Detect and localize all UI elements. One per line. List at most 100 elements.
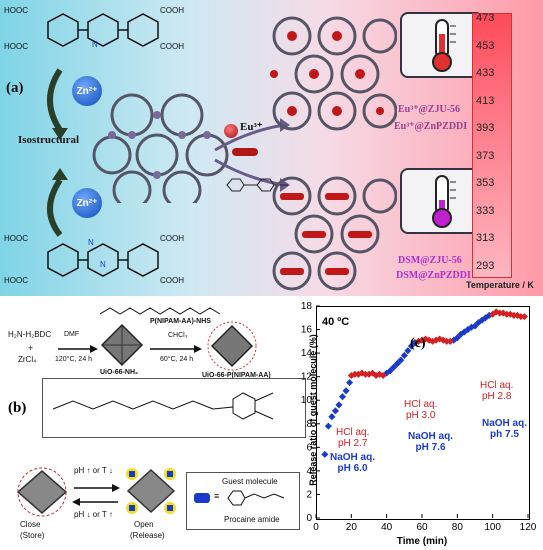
ligand-bottom-hooc-1: HOOC bbox=[4, 234, 28, 243]
x-tick-label: 80 bbox=[452, 522, 464, 533]
y-tick-label: 18 bbox=[301, 301, 313, 312]
mof-open-crystal bbox=[126, 468, 176, 514]
annotation-hcl-1-line2: pH 2.7 bbox=[337, 438, 368, 449]
open-sub-label: (Release) bbox=[130, 531, 165, 540]
x-tick-label: 0 bbox=[313, 522, 319, 533]
zn-ion-bottom-label: Zn²⁺ bbox=[76, 197, 98, 209]
annotation-hcl-3: HCl aq. pH 2.8 bbox=[480, 380, 513, 402]
dsm-molecule-icon bbox=[226, 178, 288, 192]
annotation-hcl-3-line1: HCl aq. bbox=[480, 380, 514, 391]
data-point-series-0 bbox=[346, 379, 354, 387]
ligand-top-cooh-2: COOH bbox=[160, 42, 184, 51]
zn-ion-bottom: Zn²⁺ bbox=[72, 188, 102, 218]
ligand-bottom-hooc-2: HOOC bbox=[4, 276, 28, 285]
ligand-bottom-n-1: N bbox=[88, 238, 94, 247]
annotation-hcl-3-line2: pH 2.8 bbox=[481, 391, 512, 402]
temperature-tick-313: 313 bbox=[476, 232, 495, 245]
temperature-tick-353: 353 bbox=[476, 177, 495, 190]
reagent-1: H₂N-H₂BDC bbox=[8, 330, 52, 339]
reaction-arrow-2 bbox=[150, 345, 202, 353]
temperature-axis-label: Temperature / K bbox=[466, 280, 534, 290]
switch-arrows bbox=[72, 484, 120, 506]
ligand-bottom-cooh-2: COOH bbox=[160, 276, 184, 285]
data-point-series-1 bbox=[446, 337, 454, 345]
x-tick-label: 100 bbox=[484, 522, 501, 533]
x-tick-label: 60 bbox=[416, 522, 428, 533]
annotation-hcl-1: HCl aq. pH 2.7 bbox=[336, 427, 369, 449]
annotation-hcl-2-line1: HCl aq. bbox=[404, 399, 438, 410]
panel-b-label: (b) bbox=[8, 400, 27, 416]
temperature-tick-413: 413 bbox=[476, 94, 495, 107]
ligand-bottom-n-2: N bbox=[100, 260, 106, 269]
plot-frame bbox=[316, 306, 530, 520]
temperature-tick-293: 293 bbox=[476, 260, 495, 272]
data-point-series-0 bbox=[321, 450, 329, 458]
panel-c-label: (c) bbox=[410, 336, 426, 351]
data-point-series-1 bbox=[520, 313, 529, 321]
data-point-series-0 bbox=[404, 347, 412, 355]
step1-solvent: DMF bbox=[64, 331, 80, 338]
top-ligand-structure bbox=[47, 13, 159, 47]
panel-a-label: (a) bbox=[6, 80, 24, 96]
temperature-tick-373: 373 bbox=[476, 149, 495, 162]
data-point-series-1 bbox=[379, 371, 387, 380]
switch-forward-condition: pH ↑ or T ↓ bbox=[74, 466, 113, 475]
annotation-naoh-2-line1: NaOH aq. bbox=[408, 431, 454, 442]
y-tick-label: 0 bbox=[306, 513, 312, 524]
annotation-hcl-2: HCl aq. pH 3.0 bbox=[404, 399, 437, 421]
legend-drug-label: Procaine amide bbox=[224, 515, 280, 524]
annotation-hcl-1-line1: HCl aq. bbox=[336, 427, 370, 438]
x-tick-label: 40 bbox=[381, 522, 393, 533]
data-point-series-0 bbox=[400, 351, 408, 360]
x-axis-label: Time (min) bbox=[396, 536, 448, 547]
isostructural-label: Isostructural bbox=[18, 134, 80, 146]
data-point-series-0 bbox=[338, 393, 347, 401]
step1-conditions: 120°C, 24 h bbox=[55, 356, 93, 363]
polymer-structure-detail bbox=[52, 392, 274, 420]
data-point-series-0 bbox=[331, 407, 339, 415]
y-tick-label: 14 bbox=[301, 348, 313, 359]
annotation-naoh-3-line2: ph 7.5 bbox=[490, 429, 519, 440]
bottom-ligand-structure bbox=[47, 243, 159, 277]
guest-molecule-icon bbox=[194, 493, 210, 503]
ligand-top-hooc-1: HOOC bbox=[4, 6, 28, 15]
plus-sign: + bbox=[28, 343, 34, 353]
mof-lattice-eu bbox=[270, 16, 397, 131]
temperature-tick-393: 393 bbox=[476, 122, 495, 135]
ligand-top-hooc-2: HOOC bbox=[4, 42, 28, 51]
data-point-series-0 bbox=[335, 401, 343, 409]
mof-lattice-center bbox=[92, 93, 229, 203]
reaction-arrow-1 bbox=[58, 345, 98, 353]
zn-ion-top: Zn²⁺ bbox=[72, 76, 102, 106]
mof-1-label: UiO-66-NH₂ bbox=[100, 369, 139, 376]
polymer-structure-top bbox=[100, 307, 221, 315]
annotation-naoh-2-line2: pH 7.6 bbox=[415, 442, 446, 453]
data-point-series-0 bbox=[324, 422, 332, 430]
nhs-label: P(NIPAM-AA)-NHS bbox=[150, 318, 211, 325]
annotation-naoh-1-line1: NaOH aq. bbox=[330, 452, 376, 463]
step2-conditions: 60°C, 24 h bbox=[160, 356, 194, 363]
curved-arrows bbox=[47, 68, 68, 237]
ligand-bottom-cooh-1: COOH bbox=[160, 234, 184, 243]
reagent-2: ZrCl₄ bbox=[18, 355, 37, 364]
zn-ion-top-label: Zn²⁺ bbox=[76, 85, 98, 97]
sensor-eu-zju: Eu³⁺@ZJU-56 bbox=[398, 104, 461, 115]
x-tick-label: 120 bbox=[520, 522, 537, 533]
step2-solvent: CHCl₃ bbox=[168, 332, 188, 339]
open-label: Open bbox=[134, 520, 154, 529]
eu-ion-dot bbox=[224, 124, 238, 138]
y-tick-label: 8 bbox=[306, 419, 312, 430]
annotation-naoh-2: NaOH aq. pH 7.6 bbox=[408, 431, 453, 453]
data-point-series-0 bbox=[397, 356, 405, 364]
sensor-eu-znpzddi: Eu³⁺@ZnPZDDI bbox=[394, 121, 468, 132]
annotation-naoh-3: NaOH aq. ph 7.5 bbox=[482, 418, 527, 440]
temperature-tick-453: 453 bbox=[476, 39, 495, 52]
sensor-dsm-zju: DSM@ZJU-56 bbox=[398, 255, 462, 266]
legend-equiv: ≡ bbox=[214, 491, 220, 501]
mof-closed-crystal bbox=[16, 467, 68, 517]
procaine-structure bbox=[227, 490, 285, 506]
sensor-dsm-znpzddi: DSM@ZnPZDDI bbox=[396, 270, 471, 281]
ligand-top-n: N bbox=[92, 40, 98, 49]
close-sub-label: (Store) bbox=[20, 531, 45, 540]
